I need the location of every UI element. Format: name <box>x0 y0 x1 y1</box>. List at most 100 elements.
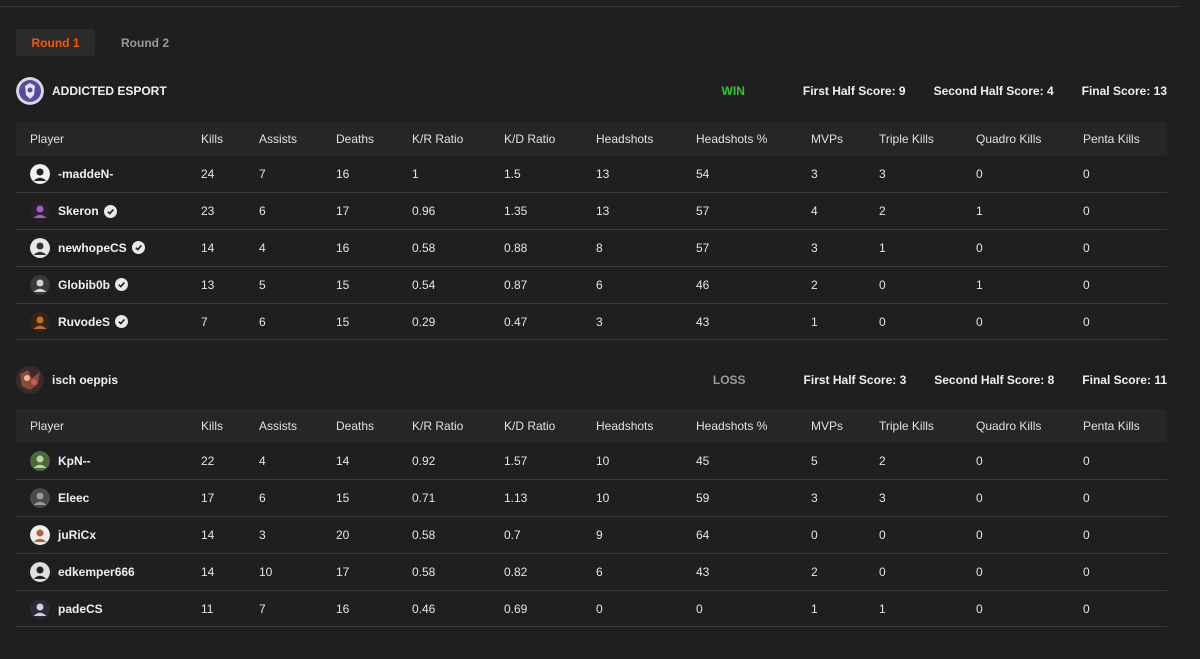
table-row: RuvodeS 7 6 15 0.29 0.47 3 43 1 0 0 0 <box>16 303 1167 340</box>
quadro-kills-cell: 0 <box>976 240 983 255</box>
column-header[interactable]: Triple Kills <box>879 132 934 146</box>
column-header[interactable]: Player <box>30 132 65 146</box>
player-name: Globib0b <box>58 277 110 292</box>
kd-ratio-cell: 1.13 <box>504 491 528 506</box>
stats-table: Player Kills Assists Deaths K/R Ratio K/… <box>16 409 1167 627</box>
team-section-2: isch oeppis LOSS First Half Score: 3 Sec… <box>16 366 1167 627</box>
player-link[interactable]: Eleec <box>30 488 201 509</box>
column-header[interactable]: MVPs <box>811 419 844 433</box>
kd-ratio-cell: 1.57 <box>504 454 528 469</box>
deaths-cell: 17 <box>336 204 350 219</box>
column-header[interactable]: K/R Ratio <box>412 132 464 146</box>
penta-kills-cell: 0 <box>1083 277 1090 292</box>
quadro-kills-cell: 0 <box>976 491 983 506</box>
mvps-cell: 4 <box>811 204 818 219</box>
headshots-pct-cell: 59 <box>696 491 710 506</box>
quadro-kills-cell: 0 <box>976 167 983 182</box>
avatar <box>30 451 50 472</box>
triple-kills-cell: 3 <box>879 491 886 506</box>
column-header[interactable]: Triple Kills <box>879 419 934 433</box>
deaths-cell: 20 <box>336 527 350 542</box>
player-link[interactable]: Globib0b <box>30 274 201 295</box>
mvps-cell: 5 <box>811 454 818 469</box>
mvps-cell: 0 <box>811 527 818 542</box>
assists-cell: 4 <box>259 240 266 255</box>
column-header[interactable]: Deaths <box>336 132 375 146</box>
avatar <box>30 201 50 222</box>
headshots-pct-cell: 46 <box>696 277 710 292</box>
column-header[interactable]: Headshots <box>596 419 654 433</box>
team-name[interactable]: ADDICTED ESPORT <box>52 84 167 98</box>
headshots-pct-cell: 64 <box>696 527 710 542</box>
player-link[interactable]: edkemper666 <box>30 561 201 582</box>
player-link[interactable]: juRiCx <box>30 524 201 545</box>
player-link[interactable]: KpN-- <box>30 451 201 472</box>
team-name[interactable]: isch oeppis <box>52 373 119 387</box>
column-header[interactable]: K/D Ratio <box>504 419 556 433</box>
player-link[interactable]: newhopeCS <box>30 237 201 258</box>
penta-kills-cell: 0 <box>1083 564 1090 579</box>
column-header[interactable]: Headshots <box>596 132 654 146</box>
table-row: padeCS 11 7 16 0.46 0.69 0 0 1 1 0 0 <box>16 590 1167 627</box>
player-rows: KpN-- 22 4 14 0.92 1.57 10 45 5 2 0 0 Eleec 17 6 15 0.71… <box>16 443 1167 627</box>
match-result: LOSS <box>712 373 746 387</box>
assists-cell: 3 <box>259 527 266 542</box>
column-header[interactable]: MVPs <box>811 132 844 146</box>
headshots-cell: 0 <box>596 601 603 616</box>
kills-cell: 22 <box>201 454 215 469</box>
column-header[interactable]: Headshots % <box>696 132 768 146</box>
column-header[interactable]: Headshots % <box>696 419 768 433</box>
kr-ratio-cell: 0.29 <box>412 314 436 329</box>
kd-ratio-cell: 0.88 <box>504 240 528 255</box>
avatar <box>30 598 50 619</box>
kd-ratio-cell: 0.47 <box>504 314 528 329</box>
player-link[interactable]: -maddeN- <box>30 164 201 185</box>
column-header[interactable]: Assists <box>259 132 298 146</box>
column-header[interactable]: Quadro Kills <box>976 419 1042 433</box>
mvps-cell: 1 <box>811 601 818 616</box>
column-header[interactable]: Quadro Kills <box>976 132 1042 146</box>
team-logo[interactable] <box>16 366 44 394</box>
headshots-cell: 10 <box>596 491 610 506</box>
player-name: KpN-- <box>58 454 91 469</box>
player-link[interactable]: Skeron <box>30 201 201 222</box>
kr-ratio-cell: 0.54 <box>412 277 436 292</box>
player-link[interactable]: padeCS <box>30 598 201 619</box>
triple-kills-cell: 2 <box>879 454 886 469</box>
assists-cell: 6 <box>259 491 266 506</box>
team-header: ADDICTED ESPORT WIN First Half Score: 9 … <box>16 77 1167 107</box>
player-cell: padeCS <box>16 590 201 627</box>
column-header[interactable]: Kills <box>201 419 224 433</box>
column-header[interactable]: Player <box>30 419 65 433</box>
player-cell: KpN-- <box>16 443 201 480</box>
player-link[interactable]: RuvodeS <box>30 311 201 332</box>
kr-ratio-cell: 0.96 <box>412 204 436 219</box>
kills-cell: 14 <box>201 564 215 579</box>
column-header[interactable]: Deaths <box>336 419 375 433</box>
team-logo[interactable] <box>16 77 44 105</box>
column-header[interactable]: K/D Ratio <box>504 132 556 146</box>
tab-round-1[interactable]: Round 1 <box>16 29 95 56</box>
tab-round-2[interactable]: Round 2 <box>121 35 169 50</box>
kd-ratio-cell: 1.35 <box>504 204 528 219</box>
column-header[interactable]: K/R Ratio <box>412 419 464 433</box>
player-name: RuvodeS <box>58 314 111 329</box>
final-score: Final Score: 13 <box>1081 84 1167 98</box>
player-cell: edkemper666 <box>16 553 201 590</box>
deaths-cell: 15 <box>336 491 350 506</box>
penta-kills-cell: 0 <box>1083 240 1090 255</box>
first-half-score: First Half Score: 9 <box>802 84 906 98</box>
column-header[interactable]: Penta Kills <box>1083 132 1140 146</box>
assists-cell: 5 <box>259 277 266 292</box>
headshots-pct-cell: 57 <box>696 240 710 255</box>
player-name: juRiCx <box>58 527 97 542</box>
column-header[interactable]: Penta Kills <box>1083 419 1140 433</box>
kills-cell: 11 <box>201 601 214 616</box>
penta-kills-cell: 0 <box>1083 491 1090 506</box>
column-header[interactable]: Assists <box>259 419 298 433</box>
verified-icon <box>103 204 117 218</box>
penta-kills-cell: 0 <box>1083 601 1090 616</box>
triple-kills-cell: 2 <box>879 204 886 219</box>
table-row: Globib0b 13 5 15 0.54 0.87 6 46 2 0 1 0 <box>16 266 1167 304</box>
column-header[interactable]: Kills <box>201 132 224 146</box>
